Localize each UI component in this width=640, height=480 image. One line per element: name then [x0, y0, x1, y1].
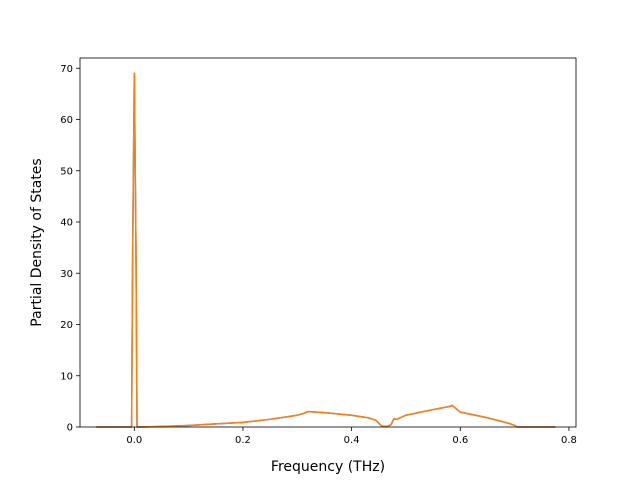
y-tick-label: 70: [60, 64, 73, 75]
y-tick-label: 40: [60, 218, 73, 229]
y-tick-label: 60: [60, 115, 73, 126]
x-axis-label: Frequency (THz): [271, 459, 385, 475]
y-tick-label: 0: [67, 423, 73, 434]
x-axis-ticks: 0.0 0.2 0.4 0.6 0.8: [126, 427, 577, 446]
series-line-2: [96, 72, 556, 428]
plot-area: [96, 72, 556, 428]
axes-frame: [79, 57, 577, 428]
x-tick-label: 0.4: [344, 435, 360, 446]
y-tick-label: 10: [60, 371, 73, 382]
y-axis-label: Partial Density of States: [29, 158, 45, 326]
x-tick-label: 0.0: [126, 435, 142, 446]
x-tick-label: 0.2: [235, 435, 251, 446]
x-tick-label: 0.6: [452, 435, 468, 446]
y-tick-label: 30: [60, 269, 73, 280]
y-tick-label: 20: [60, 320, 73, 331]
y-axis-ticks: 0 10 20 30 40 50 60 70: [60, 64, 80, 434]
y-tick-label: 50: [60, 166, 73, 177]
series-line-1: [96, 72, 556, 428]
x-tick-label: 0.8: [561, 435, 577, 446]
